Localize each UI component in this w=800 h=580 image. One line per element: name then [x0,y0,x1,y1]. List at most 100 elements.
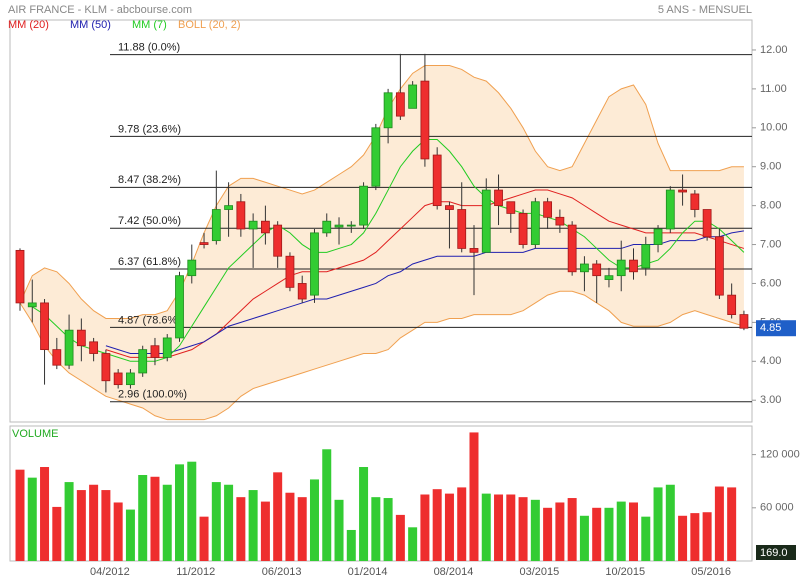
volume-bar [187,461,197,561]
volume-bar [334,499,344,561]
candle-body [714,236,724,296]
candle-body [665,189,675,230]
volume-bar [653,487,663,561]
volume-bar [383,498,393,561]
volume-bar [641,516,651,561]
volume-bar [616,501,626,561]
candle-body [224,205,233,210]
volume-bar [690,513,700,561]
candle-body [101,353,111,382]
candle-body [629,259,638,273]
candle-body [678,189,687,193]
fib-label: 8.47 (38.2%) [118,174,181,186]
chart-subtitle: 5 ANS - MENSUEL [658,4,752,16]
volume-tick-label: 60 000 [760,502,794,514]
volume-bar [629,502,638,561]
last-price-badge [756,320,796,337]
volume-bar [395,514,405,561]
y-tick-label: 10.00 [760,122,788,134]
y-tick-label: 6.00 [760,277,781,289]
fib-label: 6.37 (61.8%) [118,256,181,268]
last-price-label: 4.85 [760,322,781,334]
candle-body [138,349,148,374]
volume-bar [236,497,246,561]
candle-body [702,209,712,238]
volume-bar [727,487,737,561]
candle-body [408,84,418,109]
x-tick-label: 08/2014 [434,566,474,578]
legend-mm7: MM (7) [132,19,167,31]
candle-body [494,189,503,207]
x-tick-label: 04/2012 [90,566,130,578]
candle-body [175,275,184,339]
boll-lower [19,290,745,421]
volume-bar [567,498,577,561]
boll-fill [20,65,744,420]
y-tick-label: 8.00 [760,200,781,212]
volume-bar [309,479,319,561]
volume-bar [371,497,381,561]
x-tick-label: 01/2014 [348,566,388,578]
volume-bar [211,482,221,561]
volume-bar [579,515,589,561]
candle-body [52,349,62,366]
volume-bar [138,474,148,561]
volume-bar [420,494,430,561]
volume-bar [543,507,553,561]
volume-bar [592,507,602,561]
candle-body [518,213,528,245]
volume-badge: 169.0 [760,547,788,559]
y-tick-label: 3.00 [760,394,781,406]
candle-body [187,259,197,277]
volume-bar [101,490,111,561]
candle-body [604,275,614,280]
candle-body [383,92,393,129]
candle-body [27,302,37,308]
candle-body [273,224,283,257]
volume-bar [518,497,528,561]
fib-label: 11.88 (0.0%) [118,42,180,54]
volume-bar [506,494,516,561]
volume-bar [469,432,479,561]
volume-bar [199,516,209,561]
candle-body [420,80,430,160]
volume-bar [555,502,565,561]
candle-body [690,193,700,210]
volume-bar [248,490,258,561]
volume-bar [64,482,74,561]
candle-body [457,209,467,249]
candle-body [310,232,319,296]
y-tick-label: 12.00 [760,44,788,56]
legend-boll: BOLL (20, 2) [178,19,241,31]
volume-bar [224,484,234,561]
candle-body [641,244,651,269]
candle-body [162,337,172,358]
candle-body [334,224,344,228]
candle-body [113,372,123,386]
y-tick-label: 11.00 [760,83,787,95]
candle-body [481,189,491,253]
volume-badge-bg [756,545,796,560]
candle-body [211,209,221,242]
candle-body [15,249,25,304]
volume-bar [714,486,724,561]
x-tick-label: 06/2013 [262,566,302,578]
volume-title: VOLUME [12,428,58,440]
fib-label: 2.96 (100.0%) [118,389,187,401]
candle-body [506,201,516,214]
volume-bar [113,502,123,561]
volume-bar [678,515,688,561]
volume-bar [444,493,454,561]
y-tick-label: 9.00 [760,161,781,173]
candle-body [727,294,737,315]
volume-bar [530,499,540,561]
volume-bar [40,467,50,561]
candle-body [432,154,442,207]
x-tick-label: 10/2015 [605,566,645,578]
candle-body [567,224,577,273]
candle-body [543,201,553,218]
volume-bar [297,497,307,561]
candle-body [76,329,86,347]
candle-body [346,224,356,227]
